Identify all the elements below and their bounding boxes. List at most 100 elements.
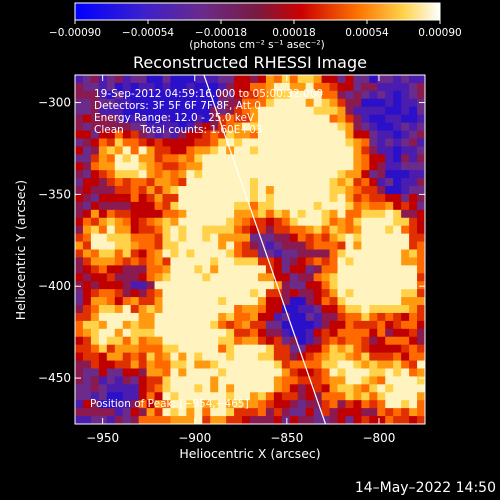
heatmap-cell: [186, 186, 195, 195]
heatmap-cell: [281, 344, 291, 354]
heatmap-cell: [75, 249, 84, 259]
heatmap-cell: [170, 312, 179, 322]
heatmap-cell: [377, 368, 386, 378]
heatmap-cell: [257, 114, 267, 124]
heatmap-cell: [353, 408, 362, 417]
heatmap-cell: [417, 249, 425, 259]
heatmap-cell: [345, 122, 354, 132]
heatmap-cell: [321, 209, 331, 219]
heatmap-cell: [305, 289, 315, 298]
heatmap-cell: [162, 249, 172, 259]
heatmap-cell: [106, 122, 116, 132]
heatmap-cell: [265, 170, 275, 179]
heatmap-cell: [281, 233, 291, 243]
heatmap-cell: [194, 241, 203, 251]
heatmap-cell: [393, 225, 402, 235]
heatmap-cell: [98, 328, 108, 338]
heatmap-cell: [242, 217, 251, 227]
heatmap-cell: [162, 289, 172, 298]
heatmap-cell: [377, 217, 386, 227]
heatmap-cell: [130, 209, 140, 219]
heatmap-cell: [226, 376, 235, 385]
heatmap-cell: [226, 98, 235, 108]
heatmap-cell: [138, 305, 148, 314]
heatmap-cell: [281, 130, 291, 140]
heatmap-cell: [210, 209, 219, 219]
heatmap-cell: [250, 186, 259, 195]
heatmap-cell: [337, 130, 347, 140]
heatmap-cell: [170, 178, 179, 187]
heatmap-cell: [337, 392, 347, 401]
heatmap-cell: [122, 384, 132, 393]
heatmap-cell: [114, 178, 124, 187]
heatmap-cell: [106, 344, 116, 354]
heatmap-cell: [114, 305, 124, 314]
heatmap-cell: [321, 122, 331, 132]
heatmap-cell: [250, 265, 259, 274]
heatmap-cell: [114, 344, 124, 354]
heatmap-cell: [305, 178, 315, 187]
heatmap-cell: [210, 162, 219, 171]
heatmap-cell: [82, 312, 92, 322]
heatmap-cell: [146, 289, 156, 298]
heatmap-cell: [345, 98, 354, 108]
heatmap-cell: [313, 233, 323, 243]
heatmap-cell: [242, 233, 251, 243]
heatmap-cell: [178, 217, 187, 227]
annotation-energy: Energy Range: 12.0 - 25.0 keV: [94, 112, 255, 124]
heatmap-cell: [257, 106, 267, 116]
heatmap-cell: [122, 146, 132, 155]
heatmap-cell: [273, 408, 283, 417]
heatmap-cell: [329, 416, 339, 424]
heatmap-cell: [98, 336, 108, 346]
heatmap-cell: [385, 408, 394, 417]
heatmap-cell: [234, 328, 243, 338]
heatmap-cell: [130, 416, 140, 424]
heatmap-cell: [210, 392, 219, 401]
heatmap-cell: [234, 273, 243, 282]
heatmap-cell: [210, 241, 219, 251]
heatmap-cell: [321, 186, 331, 195]
heatmap-cell: [417, 106, 425, 116]
heatmap-cell: [178, 138, 187, 147]
heatmap-cell: [250, 416, 259, 424]
heatmap-cell: [289, 217, 299, 227]
heatmap-cell: [321, 392, 331, 401]
heatmap-cell: [226, 178, 235, 187]
heatmap-cell: [313, 352, 323, 362]
heatmap-cell: [170, 225, 179, 235]
heatmap-cell: [98, 392, 108, 401]
heatmap-cell: [114, 170, 124, 179]
heatmap-cell: [98, 352, 108, 362]
heatmap-cell: [162, 352, 172, 362]
heatmap-cell: [226, 209, 235, 219]
heatmap-cell: [242, 265, 251, 274]
heatmap-cell: [409, 106, 418, 116]
heatmap-cell: [281, 376, 291, 385]
heatmap-cell: [361, 408, 370, 417]
heatmap-cell: [409, 225, 418, 235]
heatmap-cell: [305, 106, 315, 116]
heatmap-cell: [329, 178, 339, 187]
heatmap-cell: [186, 170, 195, 179]
heatmap-cell: [170, 392, 179, 401]
heatmap-cell: [90, 82, 100, 92]
heatmap-cell: [138, 384, 148, 393]
heatmap-cell: [257, 170, 267, 179]
heatmap-cell: [337, 352, 347, 362]
heatmap-cell: [170, 376, 179, 385]
heatmap-cell: [265, 122, 275, 132]
heatmap-cell: [202, 75, 211, 84]
heatmap-cell: [257, 154, 267, 163]
heatmap-cell: [82, 416, 92, 424]
heatmap-cell: [98, 400, 108, 409]
heatmap-cell: [385, 170, 394, 179]
heatmap-cell: [138, 352, 148, 362]
heatmap-cell: [122, 416, 132, 424]
heatmap-cell: [369, 297, 378, 306]
heatmap-cell: [321, 344, 331, 354]
heatmap-cell: [377, 344, 386, 354]
heatmap-cell: [321, 273, 331, 282]
heatmap-cell: [234, 146, 243, 155]
heatmap-cell: [289, 352, 299, 362]
